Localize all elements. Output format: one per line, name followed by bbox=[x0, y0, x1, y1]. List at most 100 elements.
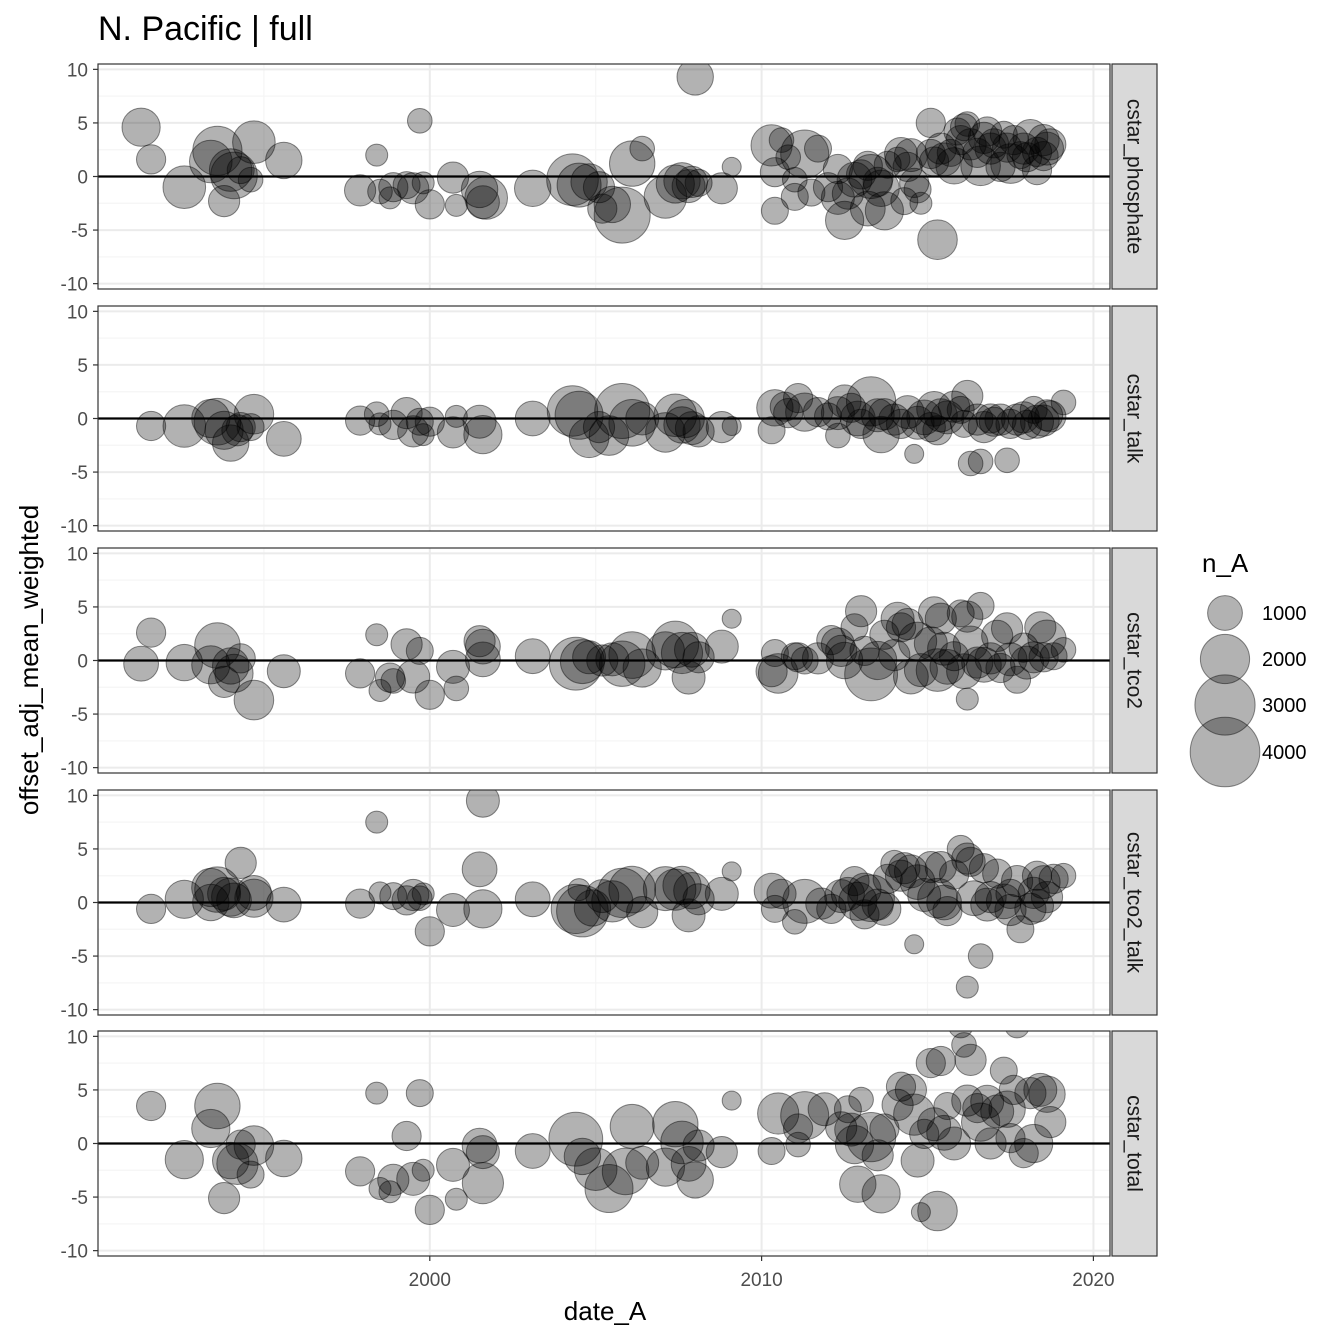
data-point bbox=[367, 178, 393, 205]
panel-cstar_total: 10 5 0 -5 -10 cstar_total bbox=[61, 1027, 1158, 1263]
data-point bbox=[924, 602, 957, 635]
data-point bbox=[411, 882, 435, 906]
data-point bbox=[721, 608, 742, 629]
facet-strip-label: cstar_phosphate bbox=[1123, 99, 1146, 254]
data-point bbox=[951, 379, 984, 413]
y-tick-label: 10 bbox=[67, 544, 88, 565]
data-point bbox=[861, 1139, 894, 1172]
data-point bbox=[212, 647, 250, 685]
data-point bbox=[995, 1123, 1026, 1154]
data-point bbox=[988, 1090, 1026, 1128]
data-point bbox=[463, 625, 496, 658]
y-tick-label: 10 bbox=[67, 302, 88, 323]
data-point bbox=[514, 1133, 551, 1169]
data-point bbox=[951, 842, 984, 875]
data-point bbox=[514, 638, 551, 675]
data-point bbox=[1003, 665, 1032, 694]
data-point bbox=[769, 391, 800, 422]
data-point bbox=[780, 129, 830, 179]
data-point bbox=[585, 879, 620, 914]
data-point bbox=[414, 916, 445, 947]
data-point bbox=[208, 665, 241, 699]
y-tick-label: -10 bbox=[61, 1001, 88, 1022]
data-point bbox=[463, 889, 503, 929]
data-point bbox=[998, 1074, 1029, 1106]
data-point bbox=[972, 116, 1003, 147]
data-point bbox=[721, 1090, 742, 1111]
data-point bbox=[573, 889, 612, 927]
data-point bbox=[465, 790, 500, 818]
data-point bbox=[753, 872, 790, 909]
data-point bbox=[1021, 136, 1053, 167]
data-point bbox=[893, 138, 928, 173]
data-point bbox=[978, 128, 1010, 159]
data-point bbox=[773, 398, 804, 429]
data-point bbox=[407, 885, 433, 912]
data-point bbox=[782, 909, 808, 935]
data-point bbox=[989, 120, 1018, 149]
data-point bbox=[946, 834, 975, 863]
data-point bbox=[608, 399, 657, 447]
data-point bbox=[204, 410, 244, 450]
facet-strip bbox=[1111, 63, 1158, 290]
data-point bbox=[265, 421, 302, 457]
x-tick-label: 2000 bbox=[409, 1270, 451, 1291]
data-point bbox=[951, 1084, 984, 1117]
data-point bbox=[780, 1091, 830, 1141]
data-point bbox=[820, 180, 855, 215]
data-point bbox=[236, 1160, 265, 1189]
data-point bbox=[1039, 642, 1068, 671]
data-point bbox=[968, 853, 1000, 884]
data-point bbox=[867, 891, 902, 926]
data-point bbox=[825, 634, 858, 668]
data-point bbox=[1005, 1031, 1029, 1039]
data-point bbox=[849, 190, 886, 227]
data-point bbox=[436, 649, 470, 684]
data-point bbox=[834, 1112, 869, 1147]
data-point bbox=[932, 896, 963, 927]
data-point bbox=[1001, 865, 1034, 898]
data-point bbox=[885, 1071, 917, 1102]
data-point bbox=[957, 450, 984, 477]
y-tick-label: -5 bbox=[71, 221, 88, 242]
data-point bbox=[266, 654, 301, 689]
data-point bbox=[1028, 1075, 1066, 1113]
data-point bbox=[609, 140, 656, 187]
data-point bbox=[846, 159, 877, 190]
data-point bbox=[785, 392, 825, 432]
y-tick-label: 0 bbox=[77, 168, 88, 189]
y-tick-label: 10 bbox=[67, 60, 88, 81]
data-point bbox=[757, 1137, 786, 1165]
data-point bbox=[885, 612, 917, 643]
data-point bbox=[1020, 404, 1054, 439]
data-point bbox=[990, 143, 1031, 184]
data-point bbox=[847, 872, 882, 907]
data-point bbox=[225, 643, 256, 674]
y-tick-label: 0 bbox=[77, 1135, 88, 1156]
data-point bbox=[974, 881, 1007, 914]
y-tick-label: 10 bbox=[67, 1027, 88, 1048]
data-point bbox=[461, 1162, 504, 1205]
data-point bbox=[378, 172, 409, 203]
data-point bbox=[221, 414, 254, 447]
data-point bbox=[567, 878, 591, 902]
data-point bbox=[629, 135, 656, 162]
data-point bbox=[548, 636, 603, 691]
data-point bbox=[955, 846, 986, 877]
data-point bbox=[878, 639, 911, 672]
data-point bbox=[780, 182, 809, 211]
y-tick-label: 10 bbox=[67, 786, 88, 807]
chart-title: N. Pacific | full bbox=[98, 10, 313, 48]
legend-key-circle bbox=[1194, 674, 1256, 736]
y-tick-label: -10 bbox=[61, 275, 88, 296]
data-point bbox=[462, 404, 497, 439]
panel-cstar_tco2: 10 5 0 -5 -10 cstar_tco2 bbox=[61, 544, 1158, 780]
data-point bbox=[407, 108, 433, 134]
data-point bbox=[991, 612, 1024, 645]
data-point bbox=[721, 861, 742, 882]
data-point bbox=[804, 134, 832, 163]
data-point bbox=[768, 127, 795, 153]
data-point bbox=[414, 406, 445, 437]
data-point bbox=[939, 641, 970, 672]
data-point bbox=[597, 867, 648, 919]
